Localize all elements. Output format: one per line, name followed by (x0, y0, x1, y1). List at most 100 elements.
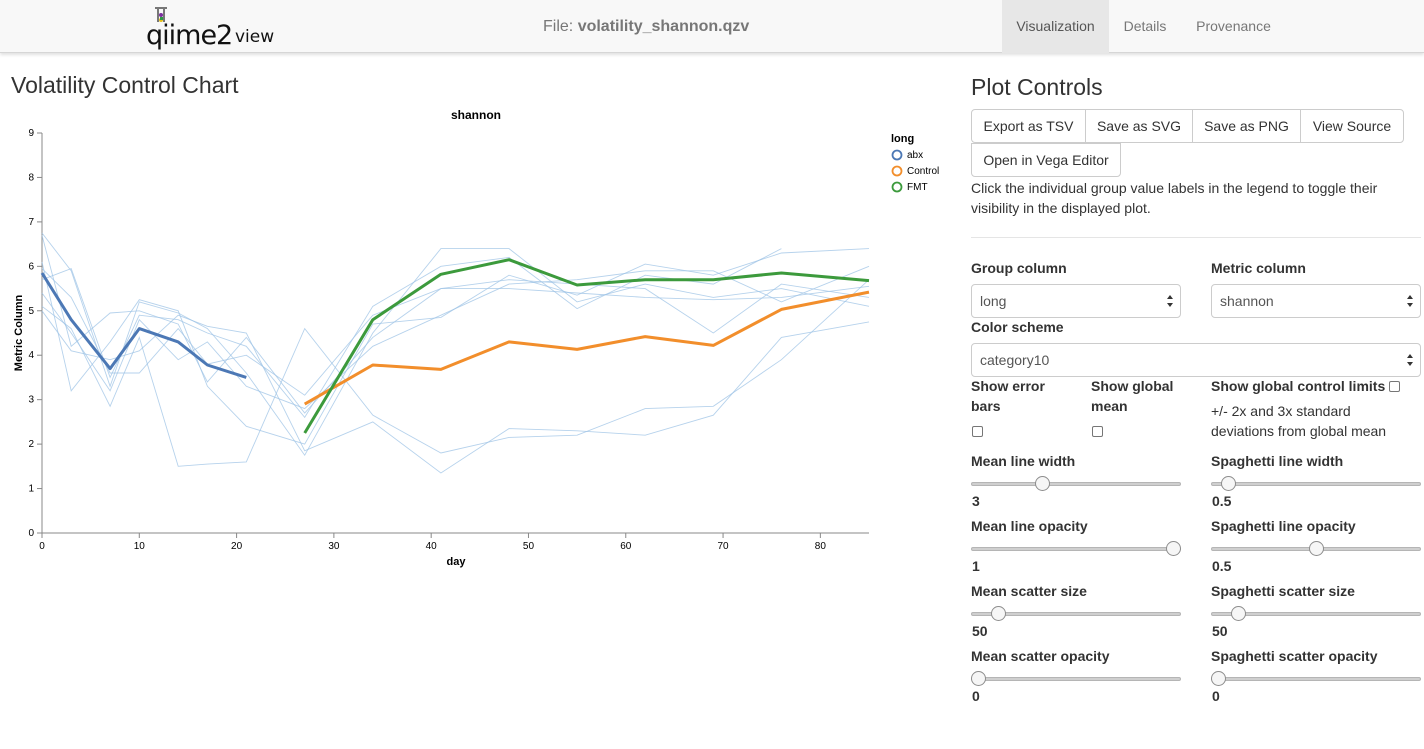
spaghetti-line-width-slider[interactable] (1211, 475, 1421, 493)
spaghetti-line-opacity-slider[interactable] (1211, 540, 1421, 558)
mean-scatter-opacity-slider[interactable] (971, 670, 1181, 688)
slider-track (971, 547, 1181, 551)
mean-scatter-size-slider[interactable] (971, 605, 1181, 623)
y-tick-label: 0 (28, 528, 34, 539)
slider-thumb[interactable] (1309, 541, 1324, 556)
legend-label-control[interactable]: Control (907, 166, 939, 177)
legend-symbol-control[interactable] (891, 165, 903, 177)
qiime2-view-logo[interactable]: qiime2 view (146, 6, 276, 51)
spaghetti-scatter-opacity-slider[interactable] (1211, 670, 1421, 688)
group-column-value: long (980, 293, 1007, 309)
select-arrows-icon (1167, 295, 1173, 307)
show-error-bars-label-line1: Show error (971, 378, 1045, 394)
x-tick-label: 80 (815, 541, 827, 552)
x-tick-label: 20 (231, 541, 243, 552)
chart-title: shannon (451, 108, 501, 122)
tab-details[interactable]: Details (1123, 18, 1167, 34)
metric-column-label: Metric column (1211, 260, 1306, 276)
spaghetti-line (41, 310, 870, 474)
y-tick-label: 2 (28, 439, 34, 450)
show-control-limits-label: Show global control limits (1211, 378, 1386, 394)
logo-main-text: qiime2 (146, 20, 233, 51)
x-tick-label: 0 (39, 541, 45, 552)
file-prefix: File: (543, 18, 574, 35)
slider-track (1211, 612, 1421, 616)
slider-track (971, 612, 1181, 616)
mean-line-width-value: 3 (972, 493, 980, 509)
group-column-select[interactable]: long (971, 284, 1181, 318)
spaghetti-scatter-opacity-value: 0 (1212, 688, 1220, 704)
y-tick-label: 7 (28, 217, 34, 228)
x-tick-label: 70 (717, 541, 729, 552)
y-tick-label: 1 (28, 484, 34, 495)
x-tick-label: 10 (134, 541, 146, 552)
chart-legend[interactable]: long abx Control FMT (891, 133, 939, 193)
color-scheme-select[interactable]: category10 (971, 343, 1421, 377)
control-limits-desc-line1: +/- 2x and 3x standard (1211, 403, 1351, 419)
legend-label-fmt[interactable]: FMT (907, 182, 928, 193)
slider-thumb[interactable] (991, 606, 1006, 621)
save-svg-button[interactable]: Save as SVG (1085, 109, 1193, 143)
mean-line-opacity-label: Mean line opacity (971, 518, 1088, 534)
color-scheme-value: category10 (980, 352, 1050, 368)
mean-line-abx (40, 272, 247, 379)
select-arrows-icon (1407, 295, 1413, 307)
x-tick-label: 40 (426, 541, 438, 552)
select-arrows-icon (1407, 354, 1413, 366)
mean-line-fmt (303, 258, 870, 434)
y-axis-label: Metric Column (13, 295, 25, 372)
x-axis-label: day (447, 556, 467, 568)
metric-column-select[interactable]: shannon (1211, 284, 1421, 318)
control-limits-desc-line2: deviations from global mean (1211, 423, 1387, 439)
show-global-mean-checkbox[interactable] (1092, 426, 1103, 437)
group-column-label: Group column (971, 260, 1067, 276)
spaghetti-line (41, 279, 870, 467)
slider-thumb[interactable] (1221, 476, 1236, 491)
spaghetti-line (41, 268, 870, 396)
legend-symbol-abx[interactable] (891, 149, 903, 161)
spaghetti-scatter-size-value: 50 (1212, 623, 1228, 639)
file-name: volatility_shannon.qzv (577, 18, 750, 35)
y-tick-label: 9 (28, 128, 34, 139)
y-tick-label: 3 (28, 395, 34, 406)
view-source-button[interactable]: View Source (1300, 109, 1404, 143)
legend-title: long (891, 133, 914, 145)
mean-scatter-size-label: Mean scatter size (971, 583, 1087, 599)
slider-thumb[interactable] (971, 671, 986, 686)
mean-line-width-label: Mean line width (971, 453, 1076, 469)
slider-thumb[interactable] (1166, 541, 1181, 556)
spaghetti-line (41, 235, 870, 414)
spaghetti-line-opacity-label: Spaghetti line opacity (1211, 518, 1356, 534)
spaghetti-scatter-size-label: Spaghetti scatter size (1211, 583, 1355, 599)
spaghetti-line-width-value: 0.5 (1212, 493, 1232, 509)
slider-thumb[interactable] (1231, 606, 1246, 621)
show-global-mean-label: Show global mean (1091, 376, 1201, 416)
color-scheme-label: Color scheme (971, 319, 1064, 335)
tab-provenance[interactable]: Provenance (1196, 18, 1271, 34)
legend-label-abx[interactable]: abx (907, 150, 923, 161)
mean-scatter-size-value: 50 (972, 623, 988, 639)
mean-scatter-opacity-value: 0 (972, 688, 980, 704)
chart-heading: Volatility Control Chart (11, 72, 239, 98)
tab-visualization[interactable]: Visualization (1002, 0, 1109, 53)
show-error-bars-label-line2: bars (971, 398, 1001, 414)
open-vega-editor-button[interactable]: Open in Vega Editor (971, 143, 1121, 177)
mean-line-width-slider[interactable] (971, 475, 1181, 493)
spaghetti-scatter-opacity-label: Spaghetti scatter opacity (1211, 648, 1378, 664)
slider-track (971, 677, 1181, 681)
slider-thumb[interactable] (1035, 476, 1050, 491)
mean-line-opacity-slider[interactable] (971, 540, 1181, 558)
legend-symbol-fmt[interactable] (891, 181, 903, 193)
show-control-limits-checkbox[interactable] (1389, 381, 1400, 392)
y-tick-label: 4 (28, 350, 34, 361)
slider-thumb[interactable] (1211, 671, 1226, 686)
save-png-button[interactable]: Save as PNG (1192, 109, 1301, 143)
spaghetti-scatter-size-slider[interactable] (1211, 605, 1421, 623)
export-tsv-button[interactable]: Export as TSV (971, 109, 1086, 143)
show-error-bars-checkbox[interactable] (972, 426, 983, 437)
slider-track (971, 482, 1181, 486)
logo-flask-icon (155, 7, 167, 22)
top-navbar: qiime2 view File: volatility_shannon.qzv… (0, 0, 1424, 53)
mean-line-opacity-value: 1 (972, 558, 980, 574)
